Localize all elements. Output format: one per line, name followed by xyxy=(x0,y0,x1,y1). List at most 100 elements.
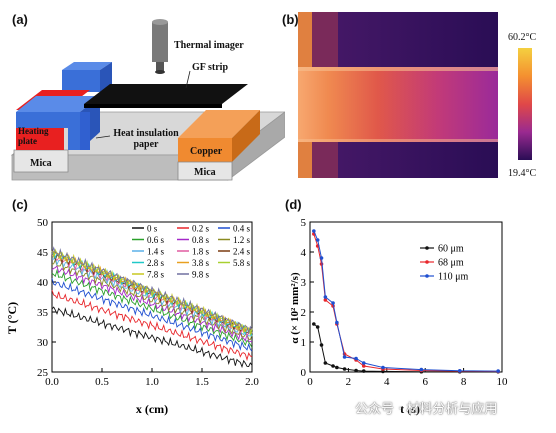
c-series-line xyxy=(51,249,253,333)
d-data-point xyxy=(319,256,324,260)
c-legend-label: 0.8 s xyxy=(192,235,210,245)
d-y-axis-label: α (× 10² mm²/s) xyxy=(289,272,301,344)
label-heat-insulation-paper: Heat insulation paper xyxy=(113,128,179,150)
d-data-point xyxy=(457,369,462,373)
d-data-point xyxy=(335,320,339,325)
label-heating-plate: Heating plate xyxy=(18,126,49,146)
d-data-point xyxy=(354,368,358,373)
d-x-tick-label: 10 xyxy=(497,376,509,388)
c-y-tick-label: 35 xyxy=(37,307,49,319)
d-data-point xyxy=(323,295,328,299)
d-data-point xyxy=(381,365,385,370)
d-y-tick-label: 1 xyxy=(301,337,307,349)
c-y-tick-label: 50 xyxy=(37,217,49,229)
d-data-point xyxy=(361,369,366,373)
d-x-axis-label: t (s) xyxy=(400,402,420,416)
thermal-image: 60.2°C 19.4°C xyxy=(298,12,536,179)
c-series-line xyxy=(51,248,253,336)
d-data-point xyxy=(315,238,320,242)
d-data-point xyxy=(323,298,328,302)
label-copper: Copper xyxy=(190,146,223,157)
d-x-tick-label: 2 xyxy=(346,376,352,388)
d-data-point xyxy=(342,355,347,359)
watermark: 公众号 · 材料分析与应用 xyxy=(355,402,498,417)
colorbar-min-label: 19.4°C xyxy=(508,168,536,179)
d-y-tick-label: 5 xyxy=(301,217,307,229)
panel-label-d: (d) xyxy=(285,197,302,212)
d-series-line xyxy=(313,230,499,372)
c-legend-label: 0 s xyxy=(147,224,158,234)
panel-label-a: (a) xyxy=(12,12,28,27)
d-x-tick-label: 4 xyxy=(384,376,390,388)
d-data-point xyxy=(354,356,358,361)
d-legend-marker xyxy=(425,274,429,278)
c-y-axis-label: T (°C) xyxy=(5,302,19,334)
label-mica-right: Mica xyxy=(194,167,216,178)
c-legend-label: 0.2 s xyxy=(192,224,210,234)
c-series-line xyxy=(51,246,253,335)
c-x-axis-label: x (cm) xyxy=(136,402,168,416)
c-x-tick-label: 0.5 xyxy=(95,376,109,388)
c-x-tick-label: 1.0 xyxy=(145,376,159,388)
c-series-line xyxy=(51,290,253,362)
diffusivity-chart: 0 2 4 6 8 10 0 1 2 3 4 5 60 μm 68 μm 110 μm t (s) α (… xyxy=(289,217,509,416)
c-legend-label: 7.8 s xyxy=(147,270,165,280)
d-data-point xyxy=(315,325,320,329)
d-y-tick-label: 4 xyxy=(301,247,307,259)
panel-label-b: (b) xyxy=(282,12,299,27)
d-legend-label: 68 μm xyxy=(438,258,464,269)
c-series-line xyxy=(51,255,253,337)
d-data-point xyxy=(331,301,335,305)
c-legend-label: 9.8 s xyxy=(192,270,210,280)
d-plot-frame xyxy=(309,221,503,373)
c-legend-label: 1.2 s xyxy=(233,235,251,245)
c-legend-label: 1.8 s xyxy=(192,247,210,257)
d-x-tick-label: 8 xyxy=(461,376,467,388)
d-data-point xyxy=(342,367,347,371)
c-x-tick-label: 2.0 xyxy=(245,376,259,388)
d-x-tick-label: 6 xyxy=(422,376,428,388)
c-y-tick-label: 25 xyxy=(37,367,49,379)
c-series-line xyxy=(51,306,253,369)
c-legend-label: 0.6 s xyxy=(147,235,165,245)
c-x-tick-label: 1.5 xyxy=(195,376,209,388)
d-data-point xyxy=(312,229,316,233)
d-legend-label: 60 μm xyxy=(438,244,464,255)
d-data-point xyxy=(323,361,328,365)
colorbar-max-label: 60.2°C xyxy=(508,32,536,43)
c-y-tick-label: 40 xyxy=(37,277,49,289)
c-legend-label: 1.4 s xyxy=(147,247,165,257)
c-series-line xyxy=(51,278,253,352)
d-legend-label: 110 μm xyxy=(438,272,468,283)
panel-label-c: (c) xyxy=(12,197,28,212)
d-x-tick-label: 0 xyxy=(307,376,313,388)
c-series-line xyxy=(51,258,253,341)
d-y-tick-label: 3 xyxy=(301,277,307,289)
d-data-point xyxy=(335,365,339,370)
d-y-tick-label: 0 xyxy=(301,367,307,379)
d-legend-marker xyxy=(425,246,429,250)
c-x-tick-label: 0.0 xyxy=(45,376,59,388)
label-mica-left: Mica xyxy=(30,158,52,169)
label-gf-strip: GF strip xyxy=(192,62,228,73)
d-data-point xyxy=(361,361,366,365)
d-y-tick-label: 2 xyxy=(301,307,307,319)
d-legend-marker xyxy=(425,260,429,264)
temperature-profile-chart: 0.0 0.5 1.0 1.5 2.0 25 30 35 40 45 50 0 s 0.2 s 0.4 … xyxy=(5,217,259,416)
d-data-point xyxy=(496,369,500,373)
c-legend-label: 2.4 s xyxy=(233,247,251,257)
d-data-point xyxy=(312,322,316,326)
d-data-point xyxy=(331,364,335,368)
c-series-line xyxy=(51,268,253,348)
d-data-point xyxy=(319,343,324,347)
schematic-diagram: Thermal imager GF strip Heating plate He… xyxy=(10,19,285,181)
d-data-point xyxy=(419,367,424,372)
c-legend-label: 5.8 s xyxy=(233,258,251,268)
c-y-tick-label: 30 xyxy=(37,337,49,349)
c-legend-label: 2.8 s xyxy=(147,258,165,268)
c-y-tick-label: 45 xyxy=(37,247,49,259)
c-legend-label: 0.4 s xyxy=(233,224,251,234)
label-thermal-imager: Thermal imager xyxy=(174,40,244,51)
d-series-line xyxy=(313,323,499,373)
d-data-point xyxy=(361,364,366,368)
